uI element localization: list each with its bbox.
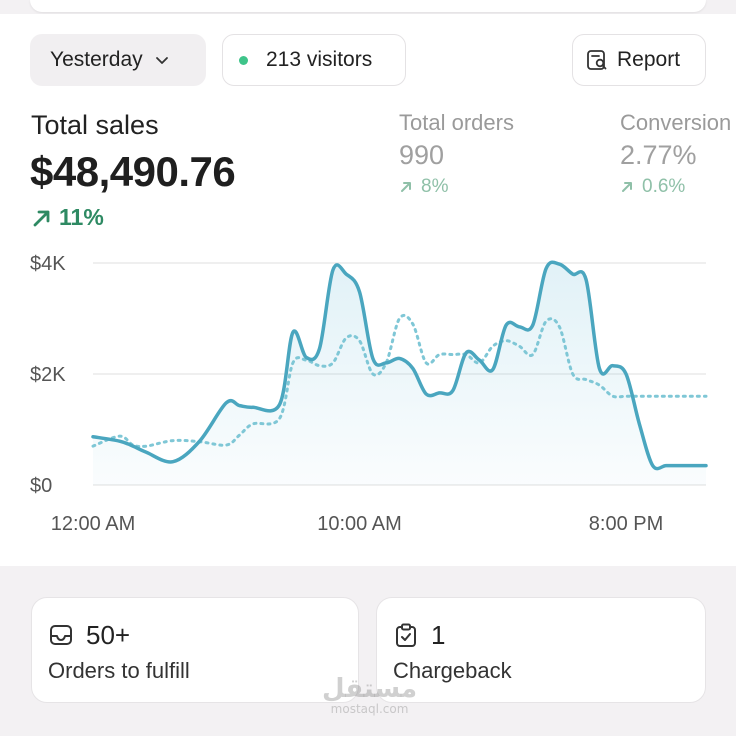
x-tick-label: 8:00 PM: [589, 513, 663, 535]
sales-line-chart: $0 $2K $4K 12:00 AM 10:00 AM 8:00 PM: [30, 253, 708, 535]
live-visitors-button[interactable]: 213 visitors: [222, 34, 406, 86]
total-orders-label: Total orders: [399, 110, 514, 135]
live-status-dot: [239, 55, 248, 65]
watermark-latin: mostaql.com: [330, 702, 409, 716]
y-tick-label: $0: [30, 475, 52, 497]
trend-up-arrow-icon: [622, 182, 632, 192]
sales-series-line: [91, 260, 708, 471]
visitors-label: 213 visitors: [266, 48, 373, 71]
clipboard-check-icon: [396, 623, 416, 647]
x-tick-label: 12:00 AM: [51, 513, 136, 535]
orders-to-fulfill-card[interactable]: 50+ Orders to fulfill: [31, 597, 359, 703]
y-tick-label: $2K: [30, 364, 66, 386]
x-tick-label: 10:00 AM: [317, 513, 402, 535]
trend-up-arrow-icon: [401, 182, 411, 192]
report-icon: [587, 50, 607, 70]
report-button[interactable]: Report: [572, 34, 706, 86]
total-sales-delta: 11%: [31, 204, 104, 231]
orders-to-fulfill-label: Orders to fulfill: [48, 658, 190, 683]
total-sales-value: $48,490.76: [30, 148, 236, 195]
trend-up-arrow-icon: [33, 210, 50, 226]
inbox-icon: [50, 625, 72, 645]
report-label: Report: [617, 48, 681, 71]
orders-to-fulfill-value: 50+: [86, 620, 131, 650]
chevron-down-icon: [155, 57, 168, 64]
chargeback-label: Chargeback: [393, 658, 512, 683]
comparison-series-line: [91, 313, 708, 449]
conversion-delta-value: 0.6%: [642, 176, 686, 197]
y-tick-label: $4K: [30, 253, 66, 275]
conversion-delta: 0.6%: [620, 176, 685, 198]
total-orders-delta-value: 8%: [421, 176, 449, 197]
conversion-value: 2.77%: [620, 140, 697, 170]
watermark-arabic: مستقل: [322, 674, 418, 704]
chargeback-card[interactable]: 1 Chargeback: [376, 597, 706, 703]
period-selector[interactable]: Yesterday: [30, 34, 206, 86]
previous-card-edge: [30, 0, 706, 12]
total-orders-delta: 8%: [399, 176, 448, 198]
total-sales-label: Total sales: [31, 110, 159, 140]
period-label: Yesterday: [50, 48, 143, 71]
watermark-logo: مستقل mostaql.com: [322, 676, 417, 716]
conversion-label: Conversion: [620, 110, 732, 135]
total-orders-value: 990: [399, 140, 445, 170]
total-sales-delta-value: 11%: [59, 204, 104, 230]
sales-area-fill: [93, 262, 706, 485]
chargeback-value: 1: [431, 620, 446, 650]
